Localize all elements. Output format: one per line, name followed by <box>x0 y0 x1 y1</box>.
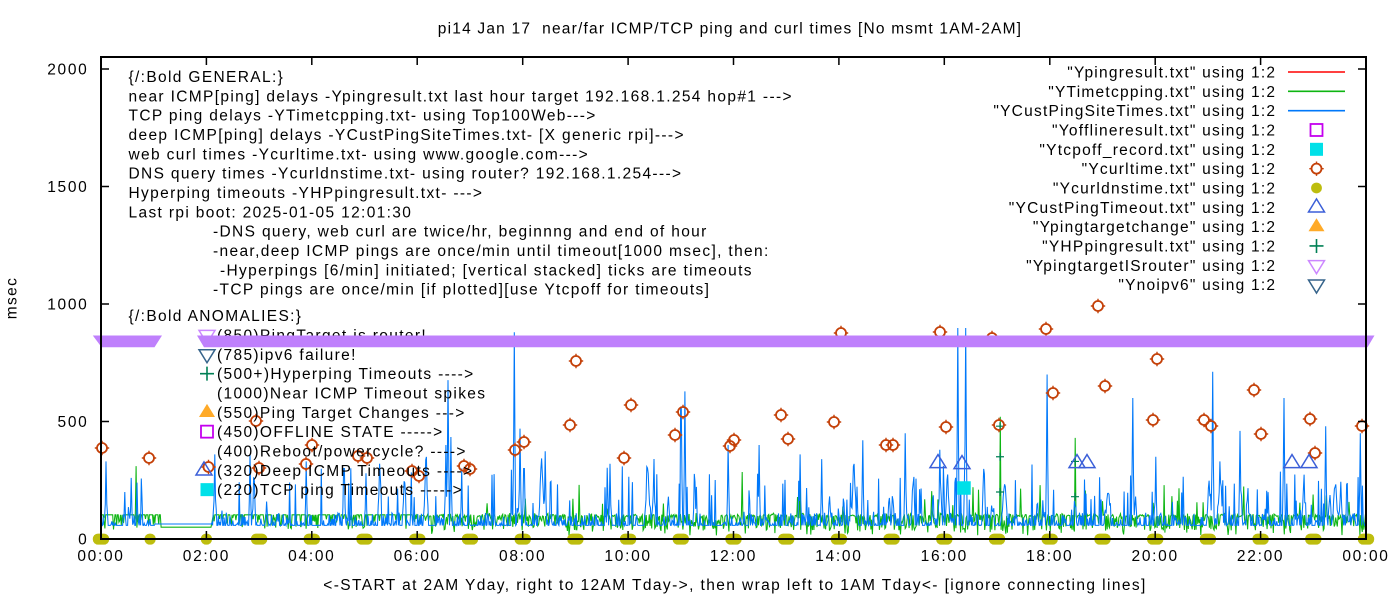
svg-text:near ICMP[ping] delays -Ypingr: near ICMP[ping] delays -Ypingresult.txt … <box>129 88 793 105</box>
svg-text:DNS query times -Ycurldnstime.: DNS query times -Ycurldnstime.txt- using… <box>129 166 683 183</box>
svg-text:"Ycurltime.txt" using 1:2: "Ycurltime.txt" using 1:2 <box>1082 161 1277 178</box>
svg-text:(1000)Near ICMP Timeout spikes: (1000)Near ICMP Timeout spikes <box>217 386 486 403</box>
svg-text:(500+)Hyperping Timeouts ---->: (500+)Hyperping Timeouts ----> <box>217 366 475 383</box>
svg-text:20:00: 20:00 <box>1132 548 1179 565</box>
svg-text:Hyperping timeouts -YHPpingres: Hyperping timeouts -YHPpingresult.txt- -… <box>129 185 484 202</box>
svg-text:(220)TCP ping Timeouts ----->: (220)TCP ping Timeouts -----> <box>217 482 463 499</box>
svg-text:16:00: 16:00 <box>921 548 968 565</box>
svg-text:"YHPpingresult.txt" using 1:2: "YHPpingresult.txt" using 1:2 <box>1042 239 1276 256</box>
svg-text:14:00: 14:00 <box>815 548 862 565</box>
svg-text:1000: 1000 <box>47 297 88 314</box>
svg-text:(400)Reboot/powercycle? ---->: (400)Reboot/powercycle? ----> <box>217 444 467 461</box>
svg-text:pi14 Jan 17 near/far ICMP/TCP: pi14 Jan 17 near/far ICMP/TCP ping and c… <box>438 21 1022 38</box>
svg-text:08:00: 08:00 <box>499 548 546 565</box>
svg-text:12:00: 12:00 <box>710 548 757 565</box>
svg-text:-DNS query, web curl are twice: -DNS query, web curl are twice/hr, begin… <box>213 224 708 241</box>
svg-text:(450)OFFLINE STATE ----->: (450)OFFLINE STATE -----> <box>217 424 444 441</box>
svg-text:deep ICMP[ping] delays -YCustP: deep ICMP[ping] delays -YCustPingSiteTim… <box>129 127 685 144</box>
svg-text:-TCP pings are once/min [if pl: -TCP pings are once/min [if plotted][use… <box>213 282 710 299</box>
svg-text:-near,deep ICMP pings are once: -near,deep ICMP pings are once/min until… <box>213 243 770 260</box>
svg-text:"YCustPingSiteTimes.txt" using: "YCustPingSiteTimes.txt" using 1:2 <box>993 103 1276 120</box>
svg-text:(550)Ping Target Changes --->: (550)Ping Target Changes ---> <box>217 405 466 422</box>
svg-text:(785)ipv6 failure!: (785)ipv6 failure! <box>217 347 357 364</box>
svg-text:"YCustPingTimeout.txt" using 1: "YCustPingTimeout.txt" using 1:2 <box>1009 200 1277 217</box>
svg-text:04:00: 04:00 <box>288 548 335 565</box>
svg-text:"YpingtargetISrouter" using 1:: "YpingtargetISrouter" using 1:2 <box>1026 258 1276 275</box>
svg-text:2000: 2000 <box>47 62 88 79</box>
svg-text:00:00: 00:00 <box>1342 548 1389 565</box>
svg-text:0: 0 <box>78 532 88 549</box>
svg-text:02:00: 02:00 <box>183 548 230 565</box>
svg-text:500: 500 <box>58 414 89 431</box>
svg-text:msec: msec <box>4 277 21 319</box>
svg-text:(320)Deep ICMP Timeouts ---->: (320)Deep ICMP Timeouts ----> <box>217 463 473 480</box>
svg-text:"Yofflineresult.txt" using 1:2: "Yofflineresult.txt" using 1:2 <box>1052 123 1276 140</box>
svg-text:10:00: 10:00 <box>604 548 651 565</box>
svg-text:"Ypingresult.txt" using 1:2: "Ypingresult.txt" using 1:2 <box>1067 65 1276 82</box>
svg-text:"Ytcpoff_record.txt" using 1:2: "Ytcpoff_record.txt" using 1:2 <box>1039 142 1276 159</box>
svg-text:"Ynoipv6" using 1:2: "Ynoipv6" using 1:2 <box>1118 277 1276 294</box>
svg-text:web curl times -Ycurltime.txt-: web curl times -Ycurltime.txt- using www… <box>128 146 590 163</box>
svg-text:1500: 1500 <box>47 179 88 196</box>
svg-text:{/:Bold ANOMALIES:}: {/:Bold ANOMALIES:} <box>129 308 303 325</box>
svg-text:{/:Bold GENERAL:}: {/:Bold GENERAL:} <box>129 69 285 86</box>
svg-text:18:00: 18:00 <box>1026 548 1073 565</box>
svg-text:<-START at 2AM Yday, right to: <-START at 2AM Yday, right to 12AM Tday-… <box>323 577 1146 594</box>
svg-text:Last rpi boot: 2025-01-05 12:0: Last rpi boot: 2025-01-05 12:01:30 <box>129 204 413 221</box>
svg-text:-Hyperpings [6/min] initiated;: -Hyperpings [6/min] initiated; [vertical… <box>220 262 753 279</box>
svg-text:22:00: 22:00 <box>1237 548 1284 565</box>
svg-text:00:00: 00:00 <box>77 548 124 565</box>
svg-text:TCP ping delays -YTimetcpping.: TCP ping delays -YTimetcpping.txt- using… <box>129 108 597 125</box>
svg-text:"YTimetcpping.txt" using 1:2: "YTimetcpping.txt" using 1:2 <box>1048 84 1276 101</box>
svg-text:06:00: 06:00 <box>394 548 441 565</box>
svg-text:"Ycurldnstime.txt" using 1:2: "Ycurldnstime.txt" using 1:2 <box>1053 181 1276 198</box>
svg-text:"Ypingtargetchange" using 1:2: "Ypingtargetchange" using 1:2 <box>1033 219 1276 236</box>
